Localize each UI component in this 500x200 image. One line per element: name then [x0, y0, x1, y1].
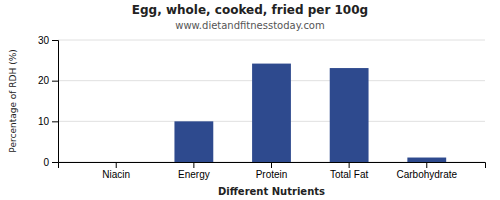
tick-label: Carbohydrate [396, 169, 457, 180]
title: Egg, whole, cooked, fried per 100g [132, 3, 368, 17]
x-axis-title: Different Nutrients [218, 186, 325, 197]
plot-area: 0 10 20 30 Niacin Energy Protein Total Fat Carbo… [38, 35, 486, 180]
tick-label: Energy [178, 169, 210, 180]
y-axis: 0 10 20 30 [38, 35, 59, 168]
tick-label: 0 [43, 157, 49, 168]
tick-label: Niacin [102, 169, 130, 180]
grid [58, 40, 485, 162]
bar [330, 68, 369, 162]
tick-mark [52, 40, 58, 41]
tick-mark [52, 121, 58, 122]
x-tick: Niacin [102, 162, 130, 180]
bars [174, 64, 446, 162]
bar [252, 64, 291, 162]
x-tick: Protein [256, 162, 288, 180]
grid-line [58, 40, 485, 41]
tick-mark [52, 81, 58, 82]
y-axis-title: Percentage of RDH (%) [8, 49, 18, 152]
axis-line [59, 163, 486, 169]
tick-mark [426, 162, 427, 168]
y-tick: 0 [43, 157, 58, 168]
x-tick: Energy [178, 162, 210, 180]
subtitle: www.dietandfitnesstoday.com [175, 20, 324, 31]
tick-label: 20 [38, 75, 50, 86]
axis-line [52, 41, 59, 163]
tick-mark [116, 162, 117, 168]
tick-label: Protein [256, 169, 288, 180]
x-axis: Niacin Energy Protein Total Fat Carbohydrate [59, 162, 486, 180]
tick-label: Total Fat [330, 169, 369, 180]
bar [97, 162, 136, 163]
bar [407, 158, 446, 162]
bar [174, 121, 213, 162]
chart: Egg, whole, cooked, fried per 100g www.di… [0, 0, 500, 200]
tick-mark [52, 162, 58, 163]
x-tick: Carbohydrate [396, 162, 457, 180]
tick-mark [349, 162, 350, 168]
tick-label: 30 [38, 35, 50, 46]
y-tick: 10 [38, 116, 58, 127]
y-tick: 20 [38, 75, 58, 86]
x-tick: Total Fat [330, 162, 369, 180]
tick-label: 10 [38, 116, 50, 127]
y-tick: 30 [38, 35, 58, 46]
tick-mark [271, 162, 272, 168]
tick-mark [193, 162, 194, 168]
